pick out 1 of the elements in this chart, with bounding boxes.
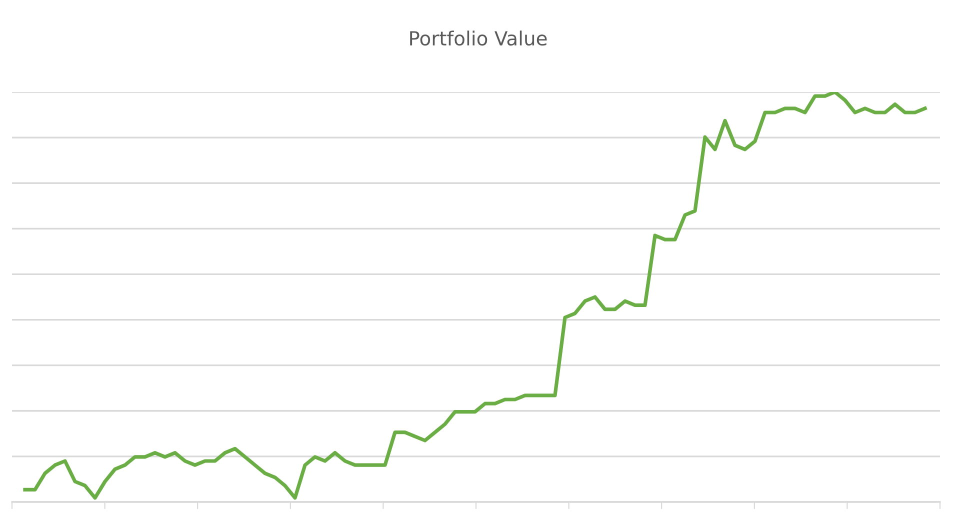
chart-title: Portfolio Value [410, 30, 547, 46]
